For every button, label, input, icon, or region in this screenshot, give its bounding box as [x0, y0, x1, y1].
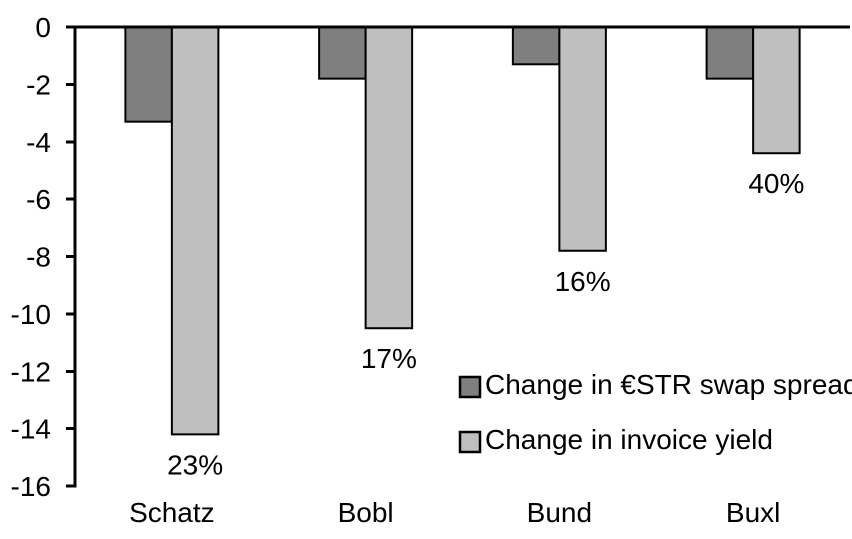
y-tick-label: -8 — [26, 242, 51, 273]
bar-bund-series2 — [558, 26, 607, 252]
y-tick-label: -12 — [11, 356, 51, 387]
category-label-bobl: Bobl — [338, 497, 394, 528]
category-label-buxl: Buxl — [726, 497, 780, 528]
legend-swatch-series1 — [458, 375, 482, 399]
y-tick-label: 0 — [35, 12, 51, 43]
y-tick-label: -6 — [26, 184, 51, 215]
bar-schatz-series1 — [124, 26, 173, 123]
bar-value-label-schatz: 23% — [167, 449, 223, 480]
bar-value-label-buxl: 40% — [748, 168, 804, 199]
category-label-schatz: Schatz — [129, 497, 215, 528]
legend-label-series1: Change in €STR swap spread — [485, 369, 852, 400]
bar-buxl-series1 — [705, 26, 755, 80]
y-tick-label: -2 — [26, 69, 51, 100]
bar-schatz-series2 — [170, 26, 220, 436]
bar-bobl-series1 — [318, 26, 367, 80]
category-label-bund: Bund — [527, 497, 592, 528]
legend-swatch-series2 — [458, 430, 482, 454]
bar-value-label-bobl: 17% — [361, 343, 417, 374]
y-tick-label: -16 — [11, 471, 51, 502]
bar-buxl-series2 — [752, 26, 801, 155]
bar-bobl-series2 — [364, 26, 414, 330]
y-tick-label: -4 — [26, 127, 51, 158]
bar-value-label-bund: 16% — [555, 266, 611, 297]
y-tick-label: -14 — [11, 414, 51, 445]
y-tick-label: -10 — [11, 299, 51, 330]
bar-bund-series1 — [511, 26, 561, 66]
legend-label-series2: Change in invoice yield — [485, 424, 773, 455]
